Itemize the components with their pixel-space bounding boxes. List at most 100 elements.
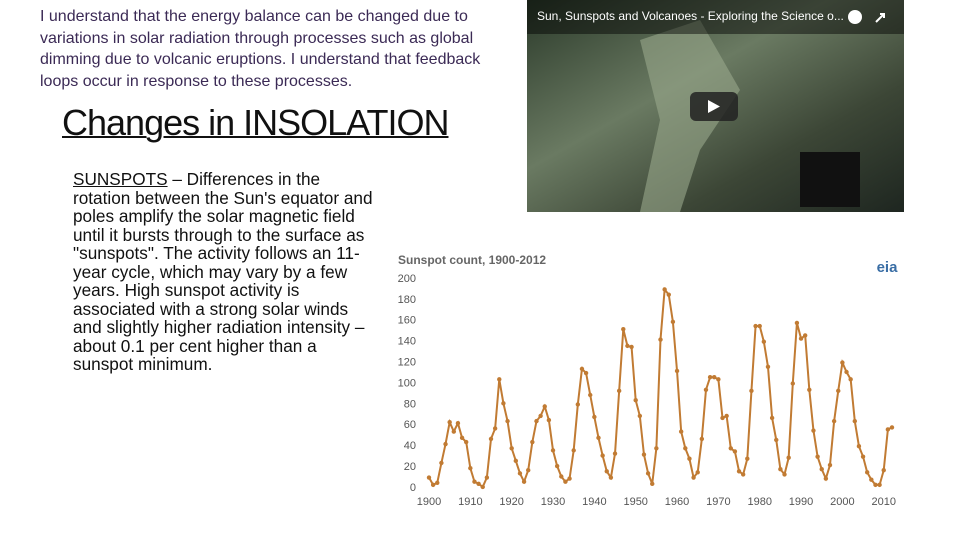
- objective: I understand that the energy balance can…: [40, 8, 481, 90]
- data-point: [786, 455, 791, 460]
- data-point: [856, 444, 862, 449]
- video[interactable]: Sun, Sunspots and Volcanoes - Exploring …: [527, 0, 904, 212]
- data-point: [827, 462, 833, 468]
- data-point: [745, 456, 750, 461]
- data-point: [480, 484, 485, 490]
- data-point: [691, 475, 696, 480]
- data-point: [641, 452, 647, 457]
- x-tick-label: 1900: [417, 496, 441, 508]
- x-tick-label: 1980: [747, 496, 771, 508]
- data-point: [852, 418, 857, 424]
- data-point: [703, 387, 709, 392]
- data-point: [740, 472, 746, 477]
- data-point: [790, 381, 795, 386]
- data-point: [505, 418, 510, 424]
- data-point: [455, 421, 461, 426]
- data-point: [443, 441, 448, 447]
- data-point: [683, 446, 688, 451]
- share-icon[interactable]: [875, 13, 885, 23]
- data-point: [807, 387, 812, 392]
- data-point: [435, 480, 440, 485]
- data-point: [720, 415, 725, 421]
- data-point: [848, 377, 853, 382]
- logo: eia: [877, 259, 899, 276]
- data-point: [869, 477, 874, 482]
- x-tick-label: 1920: [499, 496, 523, 508]
- data-point: [885, 427, 891, 432]
- data-point: [513, 458, 519, 464]
- data-point: [612, 451, 618, 456]
- data-point: [666, 292, 671, 297]
- data-point: [501, 401, 506, 406]
- data-point: [881, 468, 886, 473]
- data-point: [517, 471, 523, 476]
- data-point: [873, 482, 878, 488]
- data-point: [530, 439, 535, 445]
- y-tick-label: 160: [398, 315, 416, 327]
- data-point: [492, 426, 498, 431]
- data-point: [571, 448, 576, 453]
- data-point: [472, 479, 477, 484]
- data-point: [550, 448, 556, 453]
- heading: Changes in INSOLATION: [62, 102, 449, 143]
- data-point: [757, 323, 762, 329]
- play-icon: [708, 100, 720, 113]
- data-point: [542, 404, 547, 409]
- data-point: [604, 469, 609, 474]
- x-tick-label: 1910: [458, 496, 482, 508]
- data-point: [464, 439, 469, 445]
- data-point: [670, 319, 676, 325]
- data-point: [645, 471, 651, 476]
- data-point: [707, 375, 713, 380]
- data-point: [798, 336, 804, 341]
- y-tick-label: 180: [398, 294, 416, 306]
- data-point: [567, 476, 572, 481]
- data-point: [430, 482, 436, 488]
- video-image: [640, 20, 740, 212]
- data-point: [778, 466, 783, 472]
- data-point: [774, 437, 779, 443]
- data-point: [575, 402, 581, 407]
- x-tick-label: 1950: [623, 496, 647, 508]
- term: SUNSPOTS: [73, 169, 168, 189]
- data-point: [579, 366, 585, 372]
- data-point: [823, 476, 829, 481]
- data-point: [559, 474, 564, 479]
- data-point: [497, 377, 502, 382]
- data-point: [600, 453, 605, 458]
- description: – Differences in the rotation between th…: [73, 169, 373, 374]
- data-point: [877, 482, 882, 488]
- data-point: [538, 413, 543, 419]
- y-tick-label: 140: [398, 336, 416, 348]
- data-point: [765, 364, 771, 369]
- data-point: [831, 418, 837, 424]
- data-point: [811, 428, 816, 433]
- data-point: [650, 481, 655, 487]
- y-tick-label: 120: [398, 357, 416, 369]
- x-tick-label: 1990: [789, 496, 813, 508]
- data-point: [484, 475, 490, 480]
- data-point: [736, 469, 742, 474]
- data-point: [488, 436, 494, 442]
- data-point: [761, 339, 767, 344]
- data-point: [526, 468, 531, 473]
- data-point: [782, 472, 787, 477]
- y-tick-label: 0: [410, 482, 416, 494]
- data-point: [732, 449, 738, 454]
- data-point: [563, 479, 568, 484]
- data-point: [687, 456, 692, 461]
- data-point: [716, 377, 721, 382]
- data-point: [864, 470, 870, 475]
- watch-later-icon[interactable]: [848, 10, 862, 24]
- data-point: [860, 454, 866, 459]
- y-tick-label: 20: [404, 461, 416, 473]
- data-point: [728, 446, 733, 451]
- data-point: [426, 475, 432, 480]
- data-point: [712, 375, 717, 380]
- data-point: [674, 368, 680, 374]
- data-point: [678, 429, 684, 434]
- data-point: [662, 287, 667, 292]
- data-point: [439, 460, 444, 466]
- data-point: [802, 333, 808, 338]
